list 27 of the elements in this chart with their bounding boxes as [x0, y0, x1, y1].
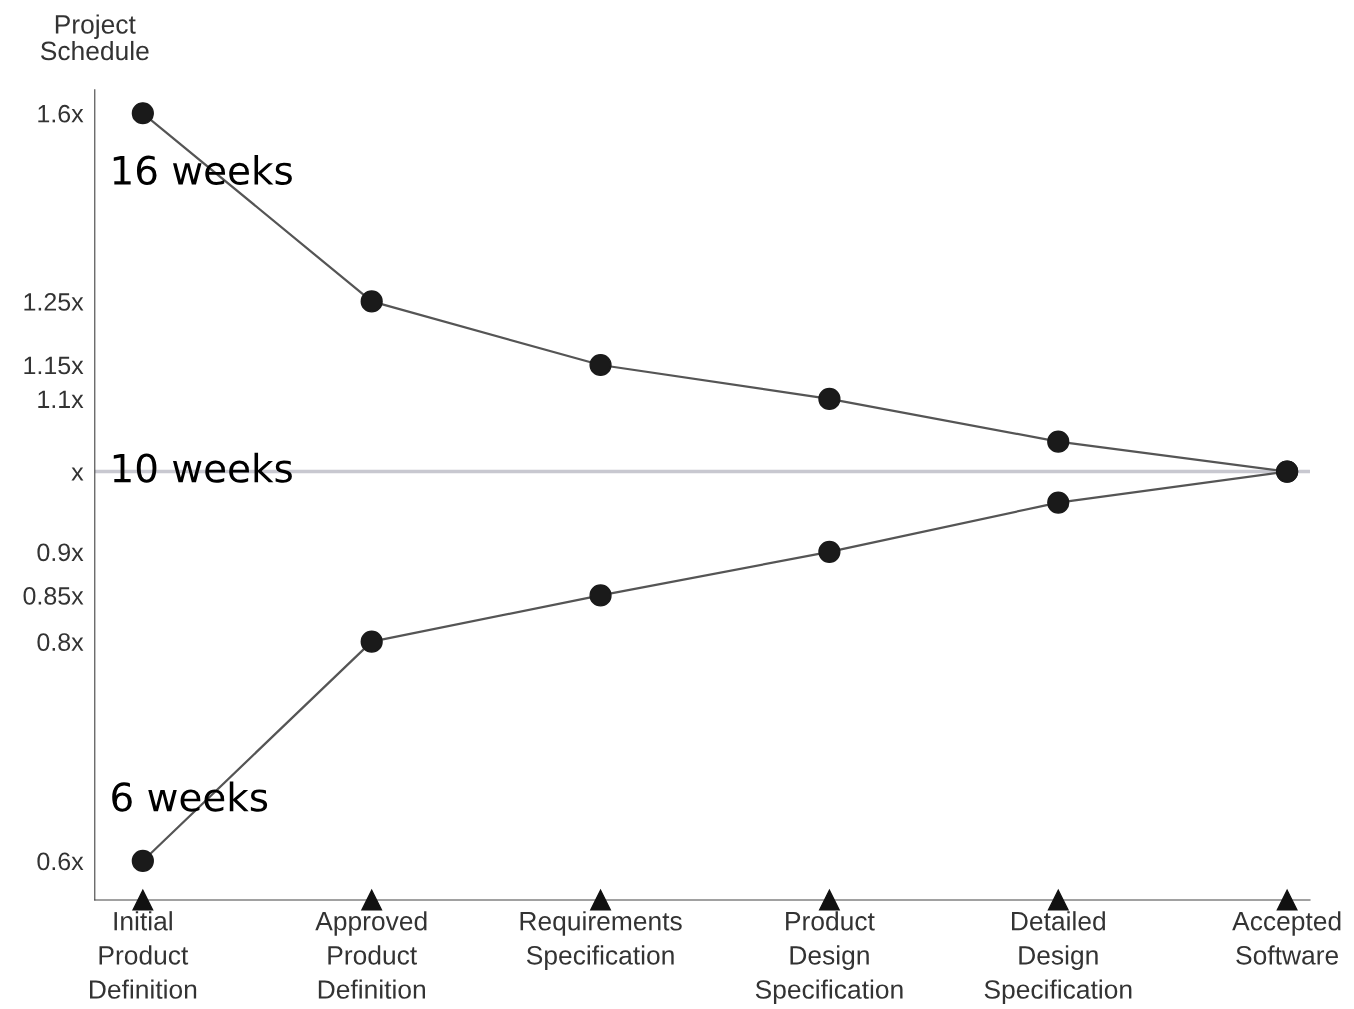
y-tick-label: x	[71, 467, 84, 481]
x-tick-label: Product Design Specification	[755, 911, 903, 1005]
x-tick-label: Detailed Design Specification	[984, 911, 1132, 1005]
y-tick-label: 0.8x	[37, 633, 84, 651]
point	[131, 849, 154, 873]
y-tick-label: 0.85x	[23, 587, 84, 605]
point	[360, 630, 383, 653]
y-tick-label: 1.6x	[38, 104, 84, 123]
y-tick-label: 1.25x	[24, 293, 84, 311]
x-tick-label: Approved Product Definition	[315, 911, 427, 999]
y-tick-label: 1.15x	[24, 356, 84, 375]
point	[589, 353, 612, 377]
y-tick-label: 0.9x	[37, 543, 84, 562]
point	[360, 290, 383, 313]
point	[589, 584, 612, 607]
y-tick-label: 1.1x	[38, 390, 84, 408]
point	[818, 540, 841, 563]
x-tick-label: Initial Product Definition	[90, 911, 197, 999]
y-axis-title: Project Schedule	[40, 14, 149, 61]
y-tick-label: 0.6x	[37, 852, 84, 871]
point	[1047, 491, 1070, 514]
point	[1047, 430, 1070, 453]
point	[131, 102, 154, 125]
annotation: 10 weeks	[113, 452, 292, 483]
point	[818, 387, 841, 410]
x-tick-label: Requirements Specification	[520, 911, 682, 970]
x-tick-label: Accepted Software	[1232, 911, 1341, 965]
